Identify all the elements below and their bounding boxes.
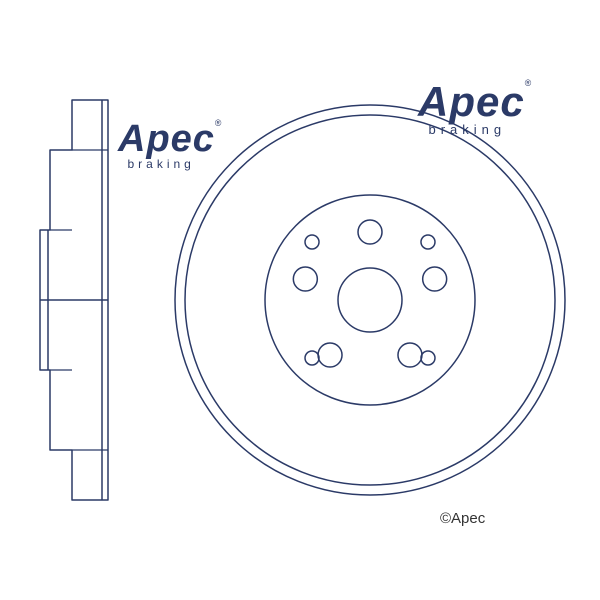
copyright-text: ©Apec [440,510,485,527]
diagram-stage: Apec® braking Apec® braking ©Apec [0,0,600,600]
brake-disc-drawing [0,0,600,600]
